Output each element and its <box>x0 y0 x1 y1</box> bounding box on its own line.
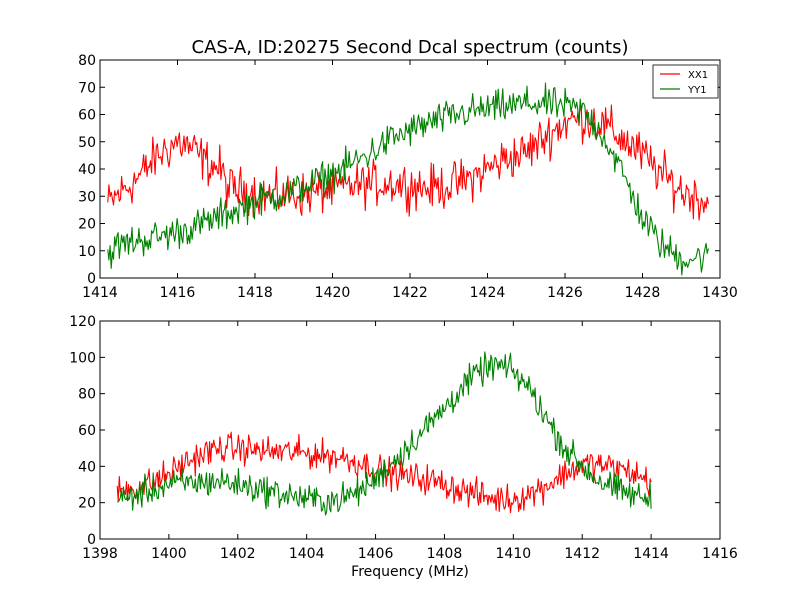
x-tick-label-0-1: 1416 <box>160 285 196 301</box>
legend: XX1 YY1 <box>652 64 719 99</box>
y-tick-label-0-0: 0 <box>87 271 96 287</box>
series-line-1-1 <box>116 351 652 516</box>
y-tick-label-0-7: 70 <box>78 80 96 96</box>
y-tick-label-1-2: 40 <box>78 459 96 475</box>
legend-label-yy1: YY1 <box>687 85 707 96</box>
y-tick-label-1-5: 100 <box>69 350 96 366</box>
chart-title: CAS-A, ID:20275 Second Dcal spectrum (co… <box>192 37 629 58</box>
legend-label-xx1: XX1 <box>688 70 708 81</box>
x-tick-label-1-6: 1410 <box>496 546 532 562</box>
x-tick-label-1-7: 1412 <box>564 546 600 562</box>
x-tick-label-1-1: 1400 <box>151 546 187 562</box>
x-tick-label-0-2: 1418 <box>237 285 273 301</box>
x-tick-label-1-2: 1402 <box>220 546 256 562</box>
x-tick-label-1-5: 1408 <box>427 546 463 562</box>
x-tick-label-0-7: 1428 <box>625 285 661 301</box>
x-tick-label-0-8: 1430 <box>702 285 738 301</box>
y-tick-label-0-1: 10 <box>78 244 96 260</box>
y-tick-label-1-4: 80 <box>78 387 96 403</box>
bottom-axes: 1398 1400 1402 1404 1406 1408 1410 1412 1414 1416… <box>69 314 738 562</box>
top-axes: 1414 1416 1418 1420 1422 1424 1426 1428 1430 0 10 2… <box>78 53 738 301</box>
y-tick-label-1-6: 120 <box>69 314 96 330</box>
y-tick-label-0-2: 20 <box>78 217 96 233</box>
x-tick-label-0-0: 1414 <box>82 285 118 301</box>
y-tick-label-1-0: 0 <box>87 532 96 548</box>
y-tick-label-1-1: 20 <box>78 496 96 512</box>
x-tick-label-0-6: 1426 <box>547 285 583 301</box>
y-tick-label-0-3: 30 <box>78 189 96 205</box>
series-line-0-1 <box>107 82 709 276</box>
x-tick-label-1-0: 1398 <box>82 546 118 562</box>
x-tick-label-1-4: 1406 <box>358 546 394 562</box>
y-tick-label-0-8: 80 <box>78 53 96 69</box>
x-axis-label: Frequency (MHz) <box>351 564 469 580</box>
legend-box <box>652 64 719 99</box>
x-tick-label-0-4: 1422 <box>392 285 428 301</box>
x-tick-label-1-3: 1404 <box>289 546 325 562</box>
y-tick-label-0-5: 50 <box>78 135 96 151</box>
x-tick-label-1-9: 1416 <box>702 546 738 562</box>
y-tick-label-1-3: 60 <box>78 423 96 439</box>
x-tick-label-0-3: 1420 <box>315 285 351 301</box>
x-tick-label-0-5: 1424 <box>470 285 506 301</box>
y-tick-label-0-4: 40 <box>78 162 96 178</box>
series-line-0-0 <box>107 101 709 221</box>
x-tick-label-1-8: 1414 <box>633 546 669 562</box>
y-tick-label-0-6: 60 <box>78 108 96 124</box>
